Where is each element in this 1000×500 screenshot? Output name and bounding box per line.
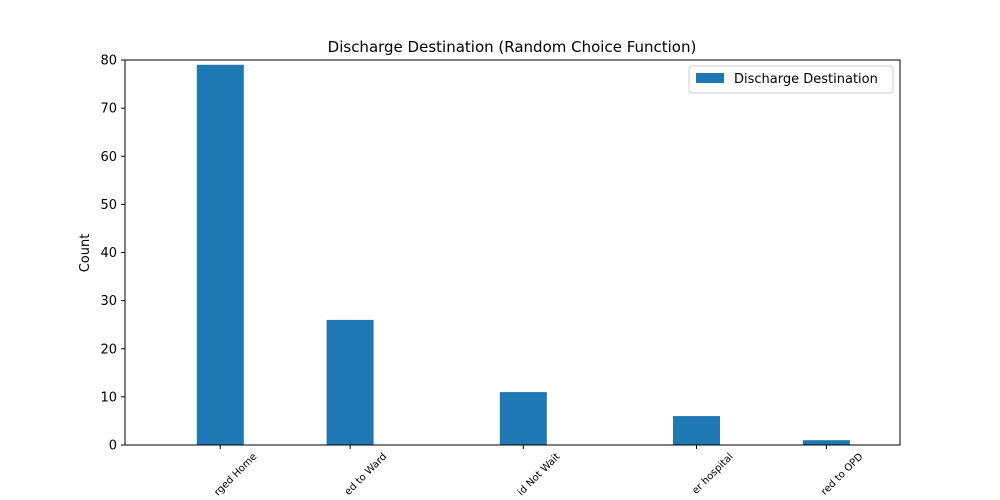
x-tick-label-3: er hospital	[690, 451, 735, 496]
legend-box	[688, 65, 894, 94]
y-tick-label-7: 70	[100, 102, 117, 117]
chart-title: Discharge Destination (Random Choice Fun…	[328, 38, 697, 56]
y-axis-label: Count	[78, 234, 93, 273]
y-tick-label-6: 60	[100, 150, 117, 165]
bar-4	[802, 440, 850, 445]
legend-swatch	[696, 73, 724, 83]
x-tick-label-0: rged Home	[212, 451, 259, 498]
x-axis-ticks: rged Home ed to Ward id Not Wait er hospita…	[212, 445, 866, 498]
y-axis-ticks: 0 10 20 30 40 50 60 70 80	[100, 54, 125, 454]
y-tick-label-0: 0	[109, 439, 117, 454]
plot-frame	[124, 59, 901, 446]
legend-label: Discharge Destination	[734, 72, 878, 87]
x-tick-label-4: red to OPD	[819, 451, 865, 497]
y-tick-label-2: 20	[100, 342, 117, 357]
x-tick-label-2: id Not Wait	[516, 451, 563, 498]
bar-3	[673, 416, 720, 445]
legend: Discharge Destination	[688, 65, 894, 94]
bar-2	[499, 392, 547, 445]
y-tick-label-5: 50	[100, 198, 117, 213]
bar-0	[196, 64, 244, 446]
bars-group	[196, 64, 850, 446]
y-tick-label-8: 80	[100, 54, 117, 69]
y-tick-label-4: 40	[100, 246, 117, 261]
bar-1	[326, 319, 374, 445]
y-tick-label-1: 10	[100, 390, 117, 405]
y-tick-label-3: 30	[100, 294, 117, 309]
x-tick-label-1: ed to Ward	[343, 451, 389, 497]
